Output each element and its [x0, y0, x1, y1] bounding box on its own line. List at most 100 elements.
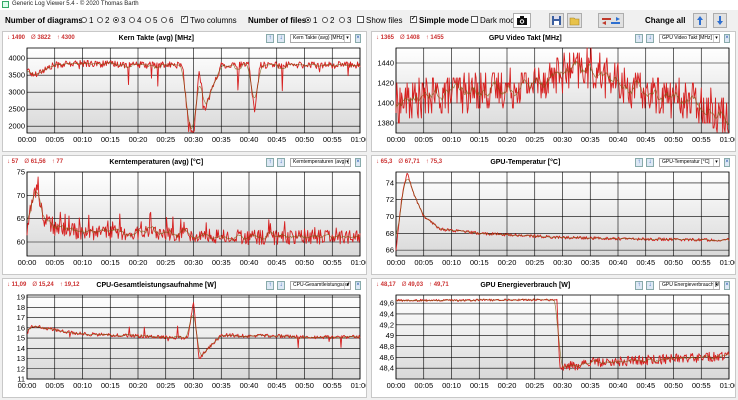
move-up-button[interactable]: ↑	[266, 281, 274, 290]
x-tick-label: 00:00	[387, 381, 406, 390]
x-tick-label: 00:10	[73, 381, 92, 390]
change-all-up-button[interactable]	[693, 13, 707, 28]
x-tick-label: 00:45	[636, 381, 655, 390]
close-panel-button[interactable]: ×	[724, 158, 730, 167]
stat-max: ↑ 4300	[56, 35, 75, 41]
x-tick-label: 00:15	[470, 258, 489, 267]
open-file-button[interactable]	[567, 13, 582, 28]
panel-header: ↓ 48,17 Ø 49,03 ↑ 49,71 GPU Energieverbrauc…	[372, 279, 735, 291]
y-tick-label: 12	[17, 364, 25, 373]
x-tick-label: 00:50	[664, 135, 683, 144]
y-tick-label: 3000	[8, 88, 25, 97]
stat-min: ↓ 11,09	[7, 282, 27, 288]
move-up-button[interactable]: ↑	[266, 158, 274, 167]
close-panel-button[interactable]: ×	[355, 281, 361, 290]
x-tick-label: 00:10	[442, 135, 461, 144]
folder-icon	[569, 17, 580, 26]
diagram-panel-2: ↓ 1365 Ø 1408 ↑ 1455 GPU Video Takt [MHz] ↑ ↓…	[371, 31, 736, 152]
close-panel-button[interactable]: ×	[724, 34, 730, 43]
close-panel-button[interactable]: ×	[355, 34, 361, 43]
x-tick-label: 00:50	[295, 258, 314, 267]
camera-button[interactable]	[513, 13, 531, 28]
x-tick-label: 00:45	[636, 135, 655, 144]
move-up-button[interactable]: ↑	[635, 158, 643, 167]
swap-button[interactable]	[598, 13, 624, 28]
channel-select[interactable]: CPU-Gesamtleistungsauf ▾	[290, 281, 351, 290]
move-down-button[interactable]: ↓	[277, 281, 285, 290]
close-panel-button[interactable]: ×	[355, 158, 361, 167]
series-trend-line	[26, 191, 361, 241]
diagram-radio-3[interactable]: 3	[113, 16, 125, 25]
diagram-panel-4: ↓ 65,3 Ø 67,71 ↑ 75,3 GPU-Temperatur [°C] ↑ ↓…	[371, 155, 736, 275]
x-tick-label: 01:00	[720, 135, 735, 144]
save-button[interactable]	[549, 13, 564, 28]
change-all-down-button[interactable]	[713, 13, 727, 28]
x-tick-label: 00:35	[581, 381, 600, 390]
stat-min: ↓ 48,17	[376, 282, 396, 288]
diagram-panel-3: ↓ 57 Ø 61,56 ↑ 77 Kerntemperaturen (avg) [°…	[2, 155, 367, 275]
x-tick-label: 00:15	[470, 135, 489, 144]
move-down-button[interactable]: ↓	[277, 158, 285, 167]
diagram-radio-4[interactable]: 4	[129, 16, 141, 25]
move-down-button[interactable]: ↓	[277, 34, 285, 43]
diagram-radio-1[interactable]: 1	[81, 16, 93, 25]
y-tick-label: 75	[17, 168, 25, 177]
channel-select[interactable]: Kern Takte (avg) [MHz] ▾	[290, 34, 351, 43]
plot-frame	[26, 171, 361, 257]
move-down-button[interactable]: ↓	[646, 34, 654, 43]
x-tick-label: 00:35	[212, 258, 231, 267]
two-columns-checkbox[interactable]: ✓ Two columns	[181, 16, 237, 25]
move-up-button[interactable]: ↑	[635, 34, 643, 43]
move-down-button[interactable]: ↓	[646, 158, 654, 167]
diagram-radio-2[interactable]: 2	[97, 16, 109, 25]
x-tick-label: 00:10	[73, 135, 92, 144]
y-tick-label: 14	[17, 344, 25, 353]
y-tick-label: 48,4	[379, 364, 394, 373]
arrow-up-icon: ↑	[268, 35, 272, 41]
x-tick-label: 00:40	[609, 135, 628, 144]
file-radio-1[interactable]: 1	[305, 16, 317, 25]
dark-mode-checkbox[interactable]: Dark mod	[471, 16, 515, 25]
y-tick-label: 1420	[377, 79, 394, 88]
channel-select[interactable]: GPU Energieverbrauch [W ▾	[659, 281, 720, 290]
y-tick-label: 1440	[377, 59, 394, 68]
arrow-up-icon: ↑	[637, 282, 641, 288]
x-tick-label: 00:00	[18, 135, 37, 144]
move-up-button[interactable]: ↑	[266, 34, 274, 43]
show-files-checkbox[interactable]: Show files	[357, 16, 402, 25]
file-radio-2[interactable]: 2	[322, 16, 334, 25]
y-tick-label: 74	[386, 178, 394, 187]
file-radio-3[interactable]: 3	[339, 16, 351, 25]
window-title: Generic Log Viewer 5.4 - © 2020 Thomas B…	[12, 1, 139, 7]
x-tick-label: 00:15	[101, 381, 120, 390]
panel-title: GPU Energieverbrauch [W]	[480, 282, 571, 289]
change-all-label: Change all	[645, 16, 686, 25]
x-tick-label: 00:15	[101, 135, 120, 144]
x-tick-label: 00:00	[18, 258, 37, 267]
y-tick-label: 49,4	[379, 309, 394, 318]
chevron-down-icon: ▾	[344, 35, 350, 42]
series-trend-line	[26, 62, 361, 129]
stat-max: ↑ 49,71	[429, 282, 449, 288]
y-tick-label: 17	[17, 313, 25, 322]
chevron-down-icon: ▾	[344, 282, 350, 289]
channel-select[interactable]: Kerntemperaturen (avg) [▾	[290, 158, 351, 167]
stat-max: ↑ 19,12	[59, 282, 80, 288]
move-up-button[interactable]: ↑	[635, 281, 643, 290]
channel-select[interactable]: GPU-Temperatur [°C] ▾	[659, 158, 720, 167]
panel-header: ↓ 1365 Ø 1408 ↑ 1455 GPU Video Takt [MHz] ↑ ↓…	[372, 32, 735, 44]
channel-select[interactable]: GPU Video Takt [MHz] ▾	[659, 34, 720, 43]
panel-title: Kern Takte (avg) [MHz]	[118, 35, 194, 42]
close-panel-button[interactable]: ×	[724, 281, 730, 290]
y-tick-label: 68	[386, 229, 394, 238]
diagram-radio-6[interactable]: 6	[161, 16, 173, 25]
x-tick-label: 00:20	[498, 135, 517, 144]
stat-avg: Ø 1408	[400, 35, 420, 41]
x-tick-label: 01:00	[351, 258, 366, 267]
move-down-button[interactable]: ↓	[646, 281, 654, 290]
panel-stats: ↓ 11,09 Ø 15,24 ↑ 19,12	[7, 282, 85, 288]
panel-header: ↓ 11,09 Ø 15,24 ↑ 19,12 CPU-Gesamtleistungs…	[3, 279, 366, 291]
diagram-radio-5[interactable]: 5	[145, 16, 157, 25]
simple-mode-checkbox[interactable]: ✓ Simple mode	[410, 16, 469, 25]
x-tick-label: 00:55	[323, 135, 342, 144]
